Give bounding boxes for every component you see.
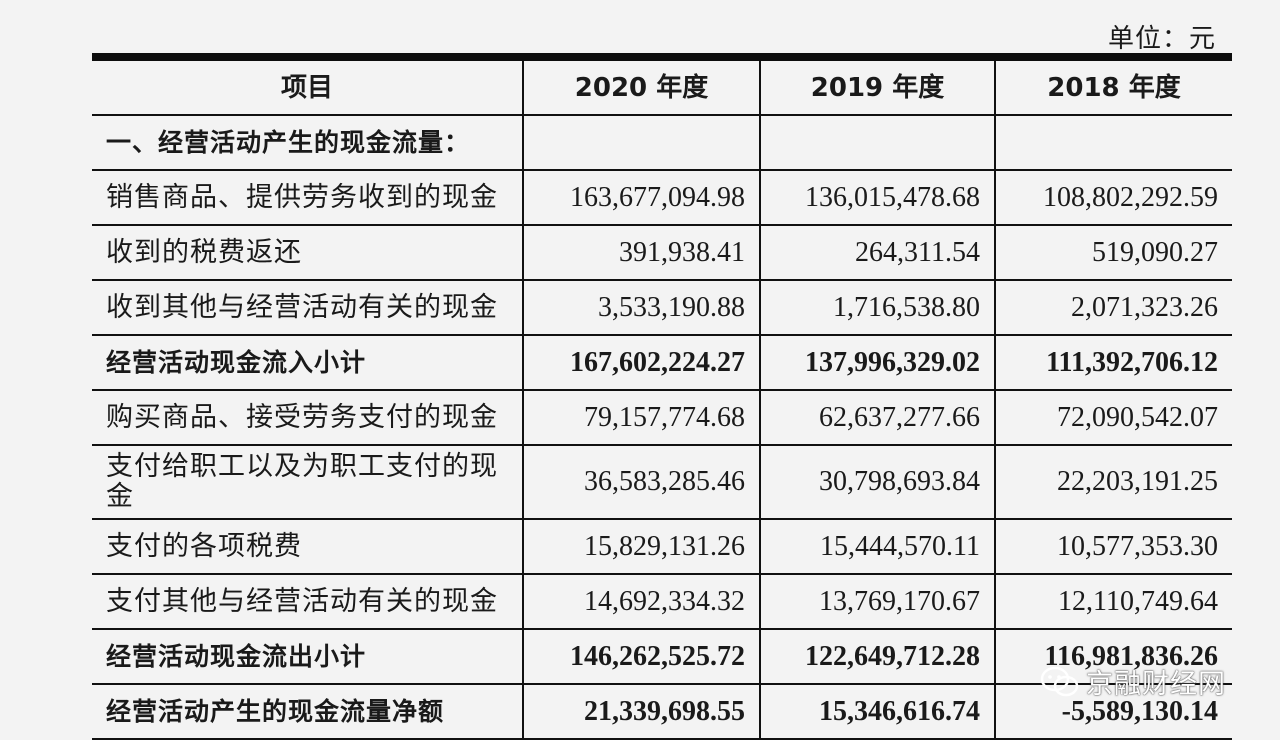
row-label: 支付其他与经营活动有关的现金: [92, 574, 524, 630]
header-2020: 2020 年度: [522, 61, 761, 116]
unit-label: 单位：元: [1107, 24, 1216, 54]
value-2019: 15,444,570.11: [759, 519, 996, 575]
table-row: 经营活动现金流出小计 146,262,525.72 122,649,712.28 11…: [92, 629, 1232, 685]
header-2019: 2019 年度: [759, 61, 996, 116]
value-2020: 36,583,285.46: [522, 445, 761, 520]
row-label: 经营活动产生的现金流量净额: [92, 684, 524, 740]
row-label: 一、经营活动产生的现金流量：: [92, 115, 524, 171]
value-2020: 146,262,525.72: [522, 629, 761, 685]
table-row: 购买商品、接受劳务支付的现金 79,157,774.68 62,637,277.66…: [92, 390, 1232, 446]
value-2020: 14,692,334.32: [522, 574, 761, 630]
value-2020: 21,339,698.55: [522, 684, 761, 740]
value-2019: 13,769,170.67: [759, 574, 996, 630]
header-item: 项目: [92, 61, 524, 116]
table-row: 销售商品、提供劳务收到的现金 163,677,094.98 136,015,478.…: [92, 170, 1232, 226]
value-2019: 136,015,478.68: [759, 170, 996, 226]
value-2018: -5,589,130.14: [994, 684, 1232, 740]
value-2019: 137,996,329.02: [759, 335, 996, 391]
table-row: 经营活动现金流入小计 167,602,224.27 137,996,329.02 11…: [92, 335, 1232, 391]
value-2018: 10,577,353.30: [994, 519, 1232, 575]
value-2018: 22,203,191.25: [994, 445, 1232, 520]
value-2019: 264,311.54: [759, 225, 996, 281]
table-row: 支付给职工以及为职工支付的现金 36,583,285.46 30,798,693.8…: [92, 445, 1232, 520]
value-2018: 72,090,542.07: [994, 390, 1232, 446]
value-2019: 122,649,712.28: [759, 629, 996, 685]
value-2020: 391,938.41: [522, 225, 761, 281]
watermark-text: 京融财经网: [1086, 669, 1226, 700]
value-2020: 163,677,094.98: [522, 170, 761, 226]
value-2020: [522, 115, 761, 171]
top-rule: [92, 53, 1232, 61]
table-row: 支付的各项税费 15,829,131.26 15,444,570.11 10,577,…: [92, 519, 1232, 575]
value-2020: 79,157,774.68: [522, 390, 761, 446]
value-2019: [759, 115, 996, 171]
table-row: 支付其他与经营活动有关的现金 14,692,334.32 13,769,170.67…: [92, 574, 1232, 630]
row-label: 经营活动现金流出小计: [92, 629, 524, 685]
header-2018: 2018 年度: [994, 61, 1232, 116]
value-2018: 108,802,292.59: [994, 170, 1232, 226]
value-2019: 30,798,693.84: [759, 445, 996, 520]
value-2018: 111,392,706.12: [994, 335, 1232, 391]
row-label: 购买商品、接受劳务支付的现金: [92, 390, 524, 446]
value-2019: 62,637,277.66: [759, 390, 996, 446]
table-row: 收到的税费返还 391,938.41 264,311.54 519,090.27: [92, 225, 1232, 281]
header-row: 项目 2020 年度 2019 年度 2018 年度: [92, 61, 1232, 116]
value-2018: 519,090.27: [994, 225, 1232, 281]
value-2020: 167,602,224.27: [522, 335, 761, 391]
table-row: 收到其他与经营活动有关的现金 3,533,190.88 1,716,538.80 2,…: [92, 280, 1232, 336]
table-row: 一、经营活动产生的现金流量：: [92, 115, 1232, 171]
cash-flow-table: 项目 2020 年度 2019 年度 2018 年度 一、经营活动产生的现金流量…: [92, 61, 1232, 740]
row-label: 销售商品、提供劳务收到的现金: [92, 170, 524, 226]
watermark: 京融财经网: [1040, 662, 1226, 701]
table-row: 经营活动产生的现金流量净额 21,339,698.55 15,346,616.74-…: [92, 684, 1232, 740]
value-2018: [994, 115, 1232, 171]
row-label: 收到的税费返还: [92, 225, 524, 281]
value-2018: 2,071,323.26: [994, 280, 1232, 336]
row-label: 收到其他与经营活动有关的现金: [92, 280, 524, 336]
row-label: 支付的各项税费: [92, 519, 524, 575]
value-2020: 3,533,190.88: [522, 280, 761, 336]
value-2020: 15,829,131.26: [522, 519, 761, 575]
row-label: 经营活动现金流入小计: [92, 335, 524, 391]
wechat-icon: [1040, 666, 1079, 696]
value-2019: 15,346,616.74: [759, 684, 996, 740]
value-2019: 1,716,538.80: [759, 280, 996, 336]
value-2018: 12,110,749.64: [994, 574, 1232, 630]
row-label: 支付给职工以及为职工支付的现金: [92, 445, 524, 520]
value-2018: 116,981,836.26: [994, 629, 1232, 685]
